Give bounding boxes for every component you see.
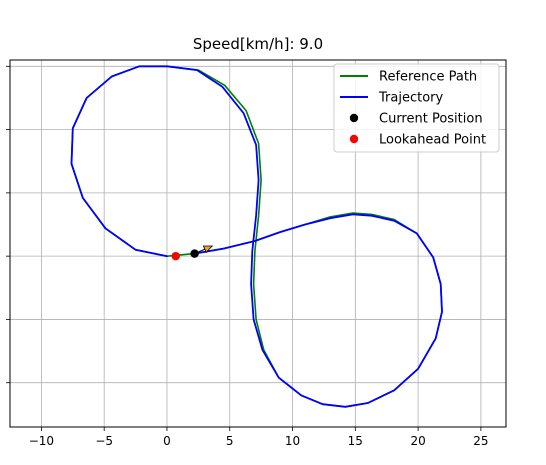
legend-marker-swatch — [349, 113, 359, 123]
legend-label: Current Position — [379, 112, 483, 127]
legend-label: Lookahead Point — [379, 133, 486, 148]
x-tick-label: 15 — [348, 434, 363, 448]
x-tick-label: 5 — [226, 434, 234, 448]
heading-arrow-head — [202, 245, 214, 254]
x-tick-label: 10 — [285, 434, 300, 448]
x-tick-label: −10 — [29, 434, 54, 448]
legend-label: Reference Path — [379, 70, 477, 85]
axis-ticks: −10 −5 0 5 10 15 20 25 — [6, 65, 489, 448]
legend-marker-swatch — [349, 134, 359, 144]
legend-box — [333, 63, 500, 153]
x-tick-label: 25 — [473, 434, 488, 448]
plot-frame — [9, 59, 507, 428]
x-tick-label: 0 — [163, 434, 171, 448]
lookahead-point-marker — [171, 251, 180, 261]
x-tick-label: −5 — [95, 434, 113, 448]
legend: Reference Path Trajectory Current Position… — [333, 63, 500, 153]
legend-label: Trajectory — [378, 91, 443, 106]
markers — [171, 245, 214, 261]
chart-title: Speed[km/h]: 9.0 — [193, 35, 323, 53]
series-lines — [70, 65, 443, 408]
x-tick-label: 20 — [410, 434, 425, 448]
current-position-marker — [190, 249, 199, 258]
series-line-trajectory — [70, 65, 443, 408]
